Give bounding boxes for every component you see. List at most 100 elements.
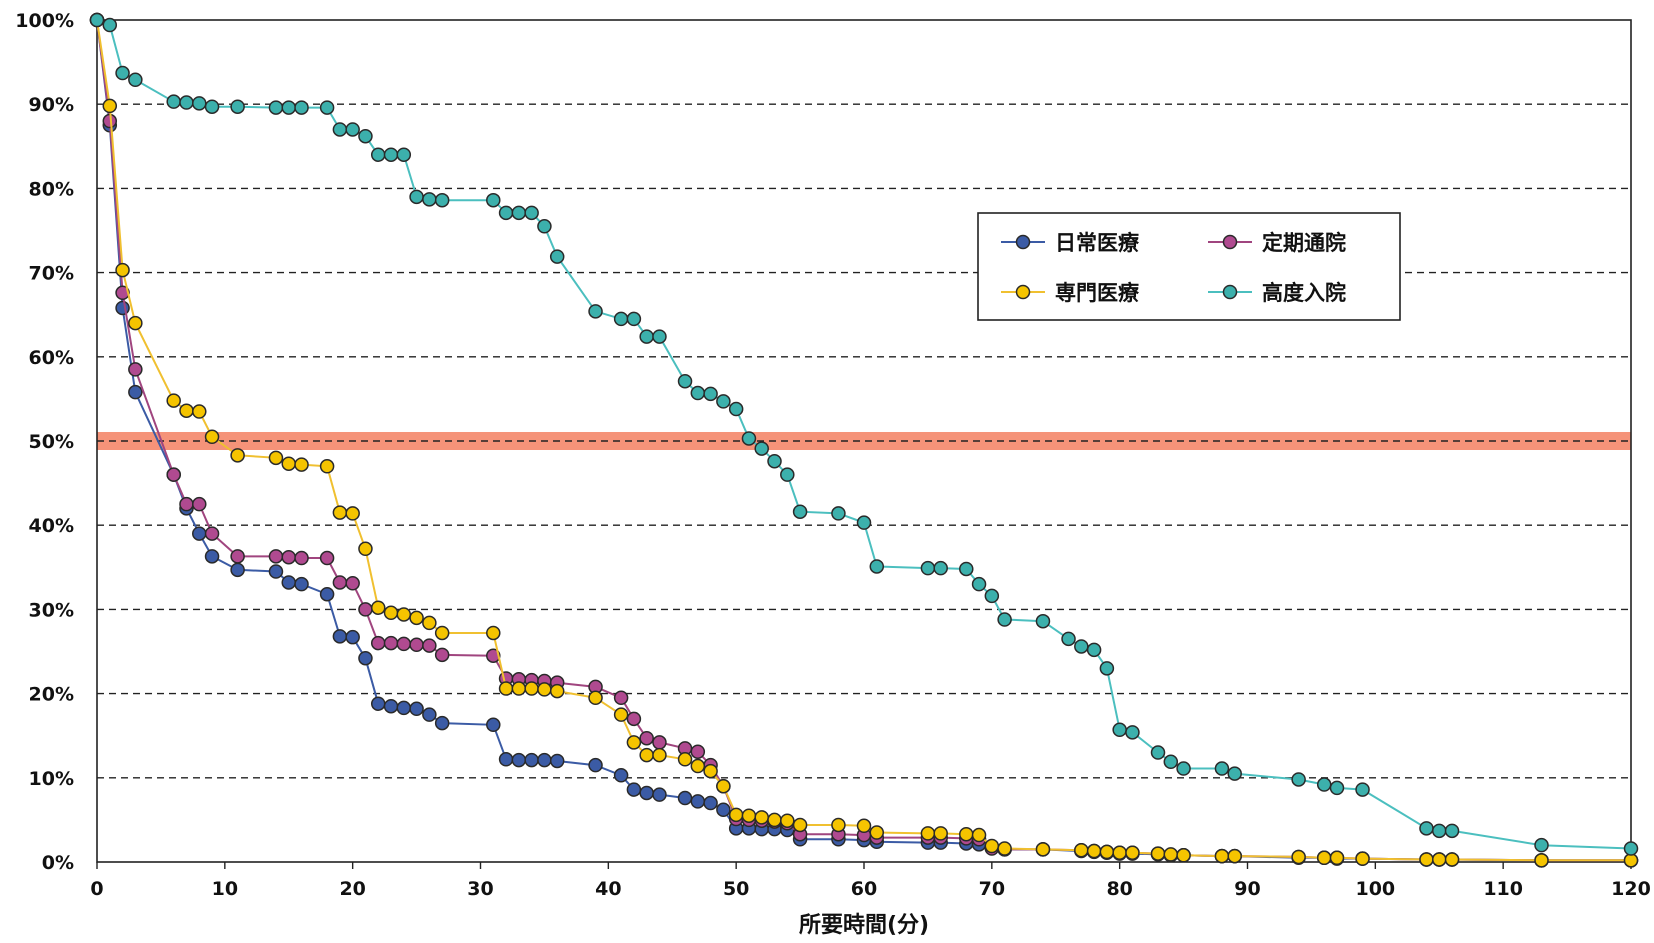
data-point: [319, 459, 335, 474]
data-point: [115, 65, 130, 81]
legend-entry-2: 専門医療: [1001, 281, 1140, 305]
x-tick-label: 60: [851, 878, 877, 900]
data-point: [409, 189, 424, 205]
data-point: [1432, 852, 1447, 867]
data-point: [192, 496, 207, 512]
highlight-band-50: [97, 432, 1631, 450]
data-point: [613, 768, 629, 783]
data-point: [192, 526, 207, 541]
legend-marker: [1015, 284, 1031, 300]
data-point: [230, 549, 245, 564]
data-point: [703, 763, 718, 779]
data-point: [166, 393, 181, 408]
data-point: [230, 448, 245, 463]
data-point: [409, 701, 424, 717]
data-point: [281, 575, 296, 590]
data-point: [971, 827, 987, 843]
data-point: [1444, 823, 1460, 839]
data-point: [1061, 631, 1076, 647]
data-point: [358, 602, 373, 617]
data-point: [1125, 725, 1140, 740]
data-point: [102, 98, 118, 114]
data-point: [1176, 848, 1191, 863]
data-point: [588, 690, 603, 706]
data-point: [409, 637, 424, 653]
data-point: [537, 682, 552, 697]
data-point: [652, 735, 667, 750]
data-point: [831, 506, 846, 521]
data-point: [652, 787, 667, 802]
data-point: [767, 453, 782, 469]
data-point: [422, 192, 437, 207]
data-point: [166, 94, 181, 109]
y-tick-label: 50%: [29, 431, 74, 453]
x-tick-label: 70: [979, 878, 1005, 900]
data-point: [831, 817, 846, 833]
data-point: [1214, 761, 1230, 776]
data-point: [434, 192, 450, 208]
x-tick-label: 100: [1355, 878, 1395, 900]
data-point: [358, 650, 373, 666]
data-point: [1086, 642, 1102, 658]
data-point: [984, 588, 1000, 604]
legend-box: [977, 212, 1401, 321]
legend-label: 日常医療: [1055, 231, 1140, 255]
data-point: [370, 147, 386, 162]
data-point: [332, 575, 348, 590]
x-tick-label: 50: [723, 878, 749, 900]
data-point: [639, 785, 654, 801]
legend-marker: [1222, 284, 1238, 300]
data-point: [294, 576, 309, 592]
data-point: [1227, 766, 1242, 781]
data-point: [370, 635, 386, 651]
data-point: [294, 550, 309, 566]
data-point: [639, 747, 654, 763]
data-point: [1112, 722, 1127, 738]
data-point: [741, 808, 757, 823]
x-tick-label: 80: [1106, 878, 1132, 900]
data-point: [549, 249, 565, 264]
series-layer: [89, 12, 1639, 868]
data-point: [690, 758, 706, 774]
x-tick-label: 20: [339, 878, 365, 900]
data-point: [1329, 850, 1345, 866]
data-point: [524, 681, 539, 696]
data-point: [268, 100, 284, 115]
y-tick-label: 0%: [42, 852, 74, 874]
data-point: [767, 812, 782, 828]
data-point: [204, 549, 220, 564]
data-point: [268, 450, 284, 466]
data-point: [1291, 849, 1306, 865]
data-point: [856, 515, 872, 530]
y-tick-label: 20%: [29, 684, 74, 706]
data-point: [422, 707, 437, 722]
data-point: [856, 818, 872, 834]
data-point: [1163, 754, 1179, 770]
data-point: [179, 403, 194, 418]
data-point: [1316, 850, 1332, 866]
data-point: [933, 560, 948, 576]
data-point: [613, 690, 629, 706]
data-point: [703, 386, 718, 402]
data-point: [690, 744, 706, 759]
data-point: [1074, 639, 1089, 654]
data-point: [626, 735, 642, 750]
data-point: [1150, 846, 1166, 861]
data-point: [1176, 761, 1191, 776]
legend-label: 専門医療: [1055, 281, 1140, 305]
data-point: [537, 219, 552, 234]
data-point: [192, 96, 207, 111]
data-point: [370, 696, 386, 711]
data-point: [869, 559, 885, 574]
data-point: [345, 629, 360, 645]
data-point: [652, 747, 667, 763]
data-point: [434, 715, 450, 731]
data-point: [332, 505, 348, 520]
data-point: [192, 404, 207, 419]
data-point: [626, 782, 642, 797]
x-tick-label: 120: [1611, 878, 1651, 900]
highlight-band-layer: [97, 432, 1631, 450]
legend-label: 定期通院: [1262, 231, 1346, 255]
data-point: [537, 752, 552, 768]
